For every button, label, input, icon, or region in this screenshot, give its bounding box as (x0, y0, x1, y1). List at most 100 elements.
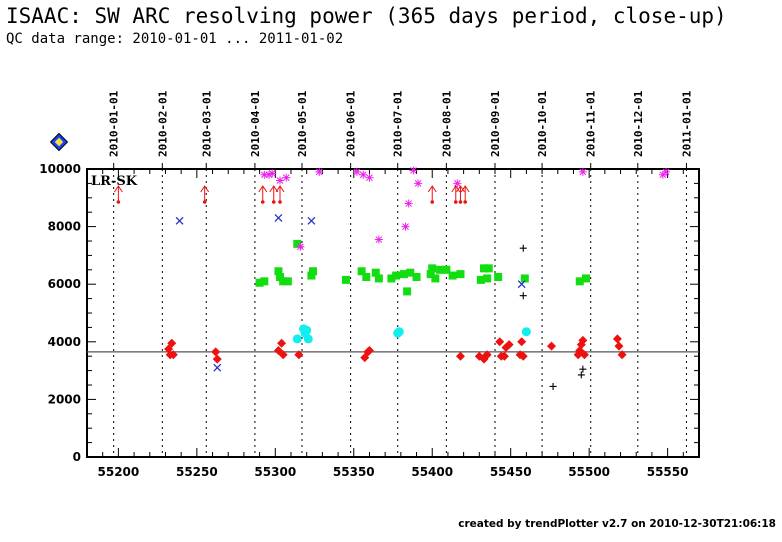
diamond-marker (499, 351, 509, 361)
square-marker (442, 265, 451, 274)
asterisk-marker (404, 199, 413, 208)
offscale-arrow-marker (451, 185, 461, 204)
arrow-head (113, 185, 123, 193)
square-point (341, 275, 350, 284)
asterisk-marker (352, 167, 361, 176)
x-tick-label: 55200 (98, 465, 140, 479)
asterisk-point (268, 169, 277, 178)
square-marker (456, 270, 465, 279)
square-marker (484, 264, 493, 273)
y-tick-label: 0 (73, 450, 81, 464)
square-point (412, 273, 421, 281)
diamond-marker (504, 340, 514, 350)
diamond-marker (277, 338, 287, 348)
plus-point (519, 292, 527, 300)
square-marker (308, 267, 317, 276)
cross-marker (307, 216, 316, 225)
square-marker (279, 277, 288, 286)
square-point (436, 265, 445, 274)
cross-point (175, 216, 184, 225)
square-point (293, 239, 302, 248)
square-point (476, 275, 485, 284)
diamond-marker (617, 350, 627, 360)
footer-credit: created by trendPlotter v2.7 on 2010-12-… (458, 518, 776, 530)
square-marker (436, 265, 445, 274)
offscale-arrow-marker (427, 185, 437, 204)
x-tick-label: 55250 (176, 465, 218, 479)
diamond-point (212, 354, 222, 364)
diamond-marker (278, 350, 288, 360)
y-tick-label: 4000 (48, 335, 81, 349)
diamond-point (518, 351, 528, 361)
asterisk-point (658, 170, 667, 179)
square-marker (520, 274, 529, 283)
circle-marker (302, 325, 312, 335)
circle-point (303, 334, 313, 344)
arrow-base-dot (278, 200, 282, 204)
square-point (374, 274, 383, 283)
date-marker-label: 2010-01-01 (108, 90, 121, 157)
square-marker (403, 287, 412, 296)
circle-point (302, 325, 312, 335)
diamond-point (578, 335, 588, 345)
arrow-base-dot (453, 200, 458, 204)
square-point (575, 277, 584, 286)
offscale-arrow-marker (269, 185, 279, 204)
asterisk-point (404, 199, 413, 208)
square-marker (412, 273, 421, 281)
asterisk-point (260, 170, 269, 179)
square-point (392, 271, 401, 280)
diamond-point (579, 350, 589, 360)
x-tick-label: 55400 (411, 465, 453, 479)
arrow-head (427, 185, 437, 193)
square-marker (494, 273, 503, 281)
square-marker (274, 267, 283, 276)
y-tick-label: 2000 (48, 392, 81, 406)
square-point (357, 267, 366, 276)
square-point (274, 267, 283, 276)
asterisk-marker (265, 170, 274, 179)
square-point (403, 287, 412, 296)
date-marker-label: 2010-11-01 (585, 90, 598, 157)
square-marker (293, 239, 302, 248)
date-marker-label: 2010-03-01 (200, 90, 213, 157)
diamond-point (517, 337, 527, 347)
square-marker (307, 271, 316, 280)
square-point (260, 277, 269, 286)
cross-marker (175, 216, 184, 225)
diamond-marker (517, 337, 527, 347)
plus-marker (519, 244, 527, 252)
x-tick-label: 55550 (647, 465, 689, 479)
asterisk-point (359, 170, 368, 179)
date-marker-label: 2010-07-01 (392, 90, 405, 157)
arrow-base-dot (430, 200, 435, 204)
square-point (483, 274, 492, 283)
asterisk-marker (276, 176, 285, 185)
square-marker (448, 271, 457, 280)
diamond-point (278, 350, 288, 360)
square-point (582, 274, 591, 283)
plus-marker (549, 382, 557, 390)
square-marker (374, 274, 383, 283)
diamond-point (504, 340, 514, 350)
annotation-label: LR-SK (91, 174, 138, 189)
asterisk-point (365, 173, 374, 182)
square-point (276, 273, 285, 281)
arrow-base-dot (463, 200, 467, 204)
diamond-point (277, 338, 287, 348)
arrow-base-dot (202, 200, 207, 204)
offscale-arrow-marker (200, 185, 210, 204)
square-marker (283, 277, 292, 286)
asterisk-marker (296, 242, 305, 251)
offscale-arrow-marker (258, 185, 268, 204)
square-marker (392, 271, 401, 280)
plot-frame (86, 168, 700, 458)
asterisk-marker (401, 222, 410, 231)
plus-point (519, 244, 527, 252)
asterisk-marker (260, 170, 269, 179)
offscale-arrow-marker (456, 185, 465, 204)
diamond-point (614, 341, 624, 351)
square-point (255, 278, 264, 287)
square-point (494, 273, 503, 281)
diamond-marker (168, 350, 178, 360)
